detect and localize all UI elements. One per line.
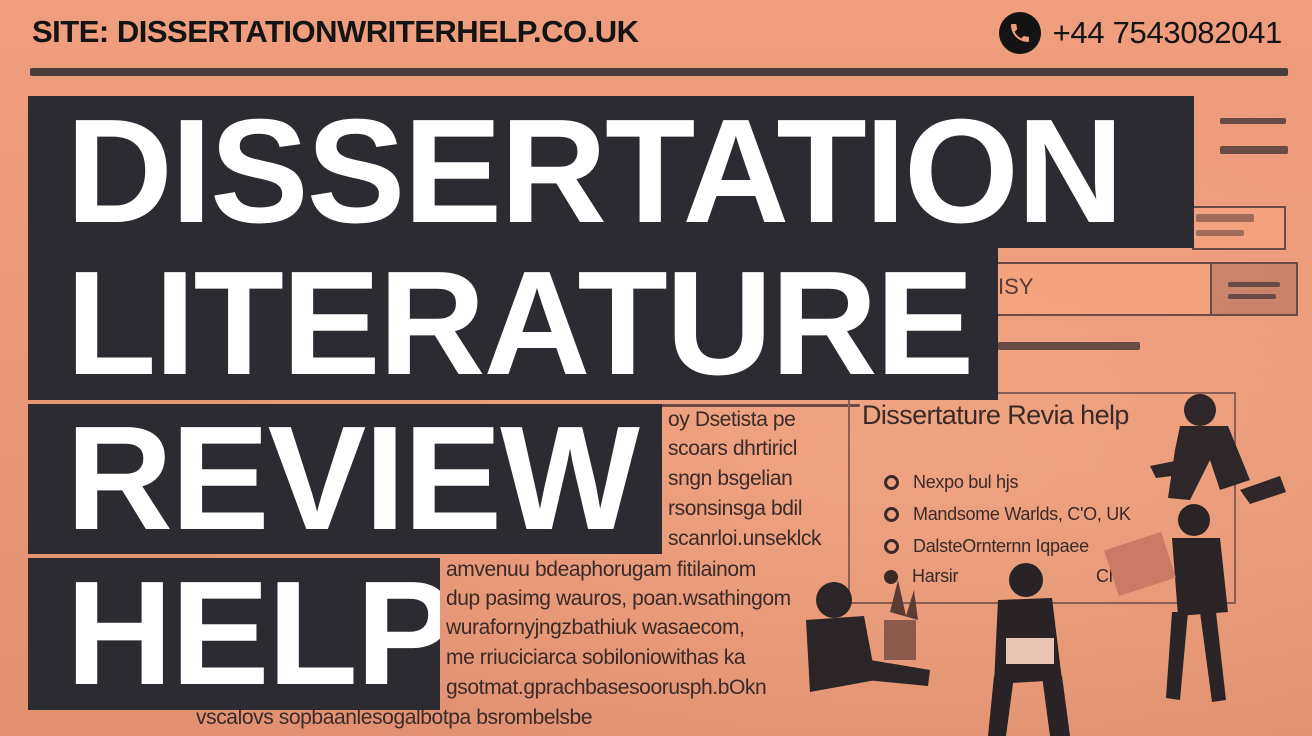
phone-number: +44 7543082041: [1052, 15, 1283, 50]
phone-contact[interactable]: +44 7543082041: [998, 12, 1283, 54]
radio-icon: [884, 475, 899, 490]
laptop-icon: [1104, 531, 1176, 597]
doc-bar: [1196, 214, 1254, 222]
doc-list-item-label: Nexpo bul hjs: [913, 472, 1019, 492]
plant-icon: [890, 580, 918, 620]
doc-list-item: DalsteOrnternn Iqpaee: [884, 536, 1089, 557]
doc-body-line: scanrloi.unseklck: [668, 527, 822, 550]
doc-body-line: scoars dhrtiricl: [668, 437, 797, 460]
doc-body-line: oy Dsetista pe: [668, 408, 796, 431]
doc-title: Dissertature Revia help: [862, 400, 1129, 430]
book-icon: [1006, 638, 1054, 664]
doc-bar: [1220, 118, 1286, 124]
doc-list-item-label: Harsir: [912, 566, 959, 586]
site-url[interactable]: SITE: DISSERTATIONWRITERHELP.CO.UK: [32, 14, 639, 49]
doc-list-item: Harsir: [884, 566, 959, 587]
radio-icon: [884, 539, 899, 554]
doc-box-label: ISY: [998, 274, 1034, 299]
doc-body-line: sngn bsgelian: [668, 467, 793, 490]
headline-line-1: DISSERTATION: [28, 96, 1194, 248]
doc-list-item-label: Mandsome Warlds, C'O, UK: [913, 504, 1131, 524]
pie-icon: [884, 569, 898, 584]
doc-list-item: Mandsome Warlds, C'O, UK: [884, 504, 1131, 525]
radio-icon: [884, 507, 899, 522]
doc-bar: [998, 342, 1140, 350]
doc-bar: [1228, 282, 1280, 287]
header-bar: SITE: DISSERTATIONWRITERHELP.CO.UK +44 7…: [0, 0, 1312, 70]
doc-list-item-label: DalsteOrnternn Iqpaee: [913, 536, 1089, 556]
divider: [30, 68, 1288, 76]
doc-list-item: Nexpo bul hjs: [884, 472, 1018, 493]
doc-body-line: vscalovs sopbaanlesogalbotpa bsrombelsbe: [196, 706, 593, 729]
doc-field-box: [1210, 262, 1298, 316]
doc-body-line: gsotmat.gprachbasesoorusph.bOkn: [446, 676, 767, 699]
doc-body-line: me rriuciciarca sobiloniowithas ka: [446, 646, 746, 669]
doc-field-box: [1192, 206, 1286, 250]
students-illustration: [806, 394, 1286, 736]
headline-line-4: HELP: [28, 558, 440, 710]
doc-field-box: [994, 262, 1212, 316]
doc-bar: [660, 404, 860, 407]
doc-body-line: wurafornyjngzbathiuk wasaecom,: [446, 616, 745, 639]
headline-line-3: REVIEW: [28, 404, 662, 554]
doc-bar: [1228, 294, 1276, 299]
doc-bar: [1220, 146, 1288, 154]
doc-body-line: dup pasimg wauros, poan.wsathingom: [446, 587, 791, 610]
doc-body-line: rsonsinsga bdil: [668, 497, 803, 520]
headline-line-2: LITERATURE: [28, 248, 998, 400]
doc-bar: [1196, 230, 1244, 236]
doc-body-line: amvenuu bdeaphorugam fitilainom: [446, 558, 756, 581]
phone-icon: [998, 12, 1041, 54]
